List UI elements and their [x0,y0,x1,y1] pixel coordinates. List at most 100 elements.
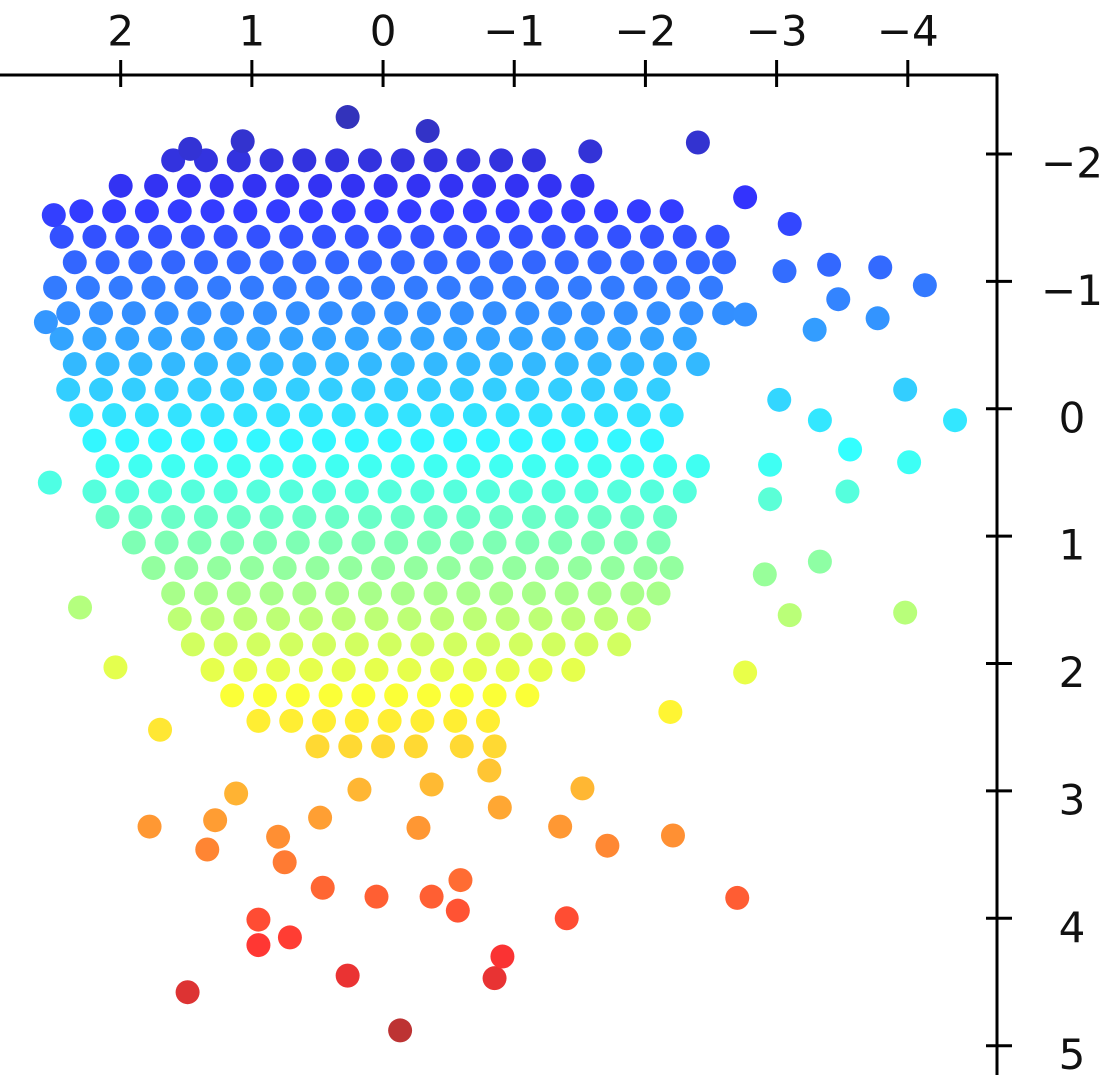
point [49,326,74,351]
point [397,199,422,224]
point [195,837,220,862]
point [41,203,66,228]
point [220,530,245,555]
point [82,224,107,249]
y-tick-label: 2 [1059,648,1086,697]
point [462,657,487,682]
point [587,250,612,275]
point [587,352,612,377]
point [312,326,337,351]
point [607,479,632,504]
point [279,326,304,351]
point [325,250,350,275]
point [443,632,468,657]
point [607,428,632,453]
point [646,377,671,402]
point [515,377,540,402]
point [161,454,186,479]
point [659,199,684,224]
point [595,833,620,858]
point [305,555,330,580]
point [305,734,330,759]
point [344,428,369,453]
point [384,301,409,326]
point [89,301,114,326]
point [178,136,203,161]
point [554,581,579,606]
point [416,683,441,708]
point [594,403,619,428]
point [620,352,645,377]
point [246,479,271,504]
x-tick-label: 1 [239,7,266,56]
point [826,287,851,312]
point [712,301,737,326]
point [331,199,356,224]
point [102,403,127,428]
point [137,814,162,839]
point [371,555,396,580]
point [377,632,402,657]
point [733,302,758,327]
point [659,555,684,580]
point [658,699,683,724]
point [203,808,228,833]
point [449,683,474,708]
point [364,199,389,224]
point [653,505,678,530]
point [292,581,317,606]
point [377,224,402,249]
point [161,505,186,530]
point [175,980,200,1005]
point [351,530,376,555]
point [535,275,560,300]
point [482,683,507,708]
point [187,377,212,402]
point [305,275,330,300]
point [272,555,297,580]
point [226,250,251,275]
point [410,326,435,351]
point [541,479,566,504]
point [266,199,291,224]
point [443,708,468,733]
point [504,173,529,198]
point [338,555,363,580]
point [325,352,350,377]
point [115,224,140,249]
point [335,963,360,988]
point [541,326,566,351]
point [224,781,249,806]
point [430,403,455,428]
point [666,275,691,300]
point [725,885,750,910]
point [108,173,133,198]
point [495,606,520,631]
point [653,352,678,377]
point [613,301,638,326]
point [279,479,304,504]
point [613,377,638,402]
point [279,708,304,733]
point [439,173,464,198]
point [390,352,415,377]
point [134,199,159,224]
point [594,199,619,224]
point [416,377,441,402]
point [371,275,396,300]
point [200,199,225,224]
point [312,632,337,657]
point [335,105,360,130]
point [325,581,350,606]
point [752,562,777,587]
y-tick-label: 5 [1059,1030,1086,1075]
point [626,199,651,224]
point [554,906,579,931]
point [508,326,533,351]
point [351,377,376,402]
point [733,660,758,685]
point [521,581,546,606]
point [384,683,409,708]
point [620,505,645,530]
